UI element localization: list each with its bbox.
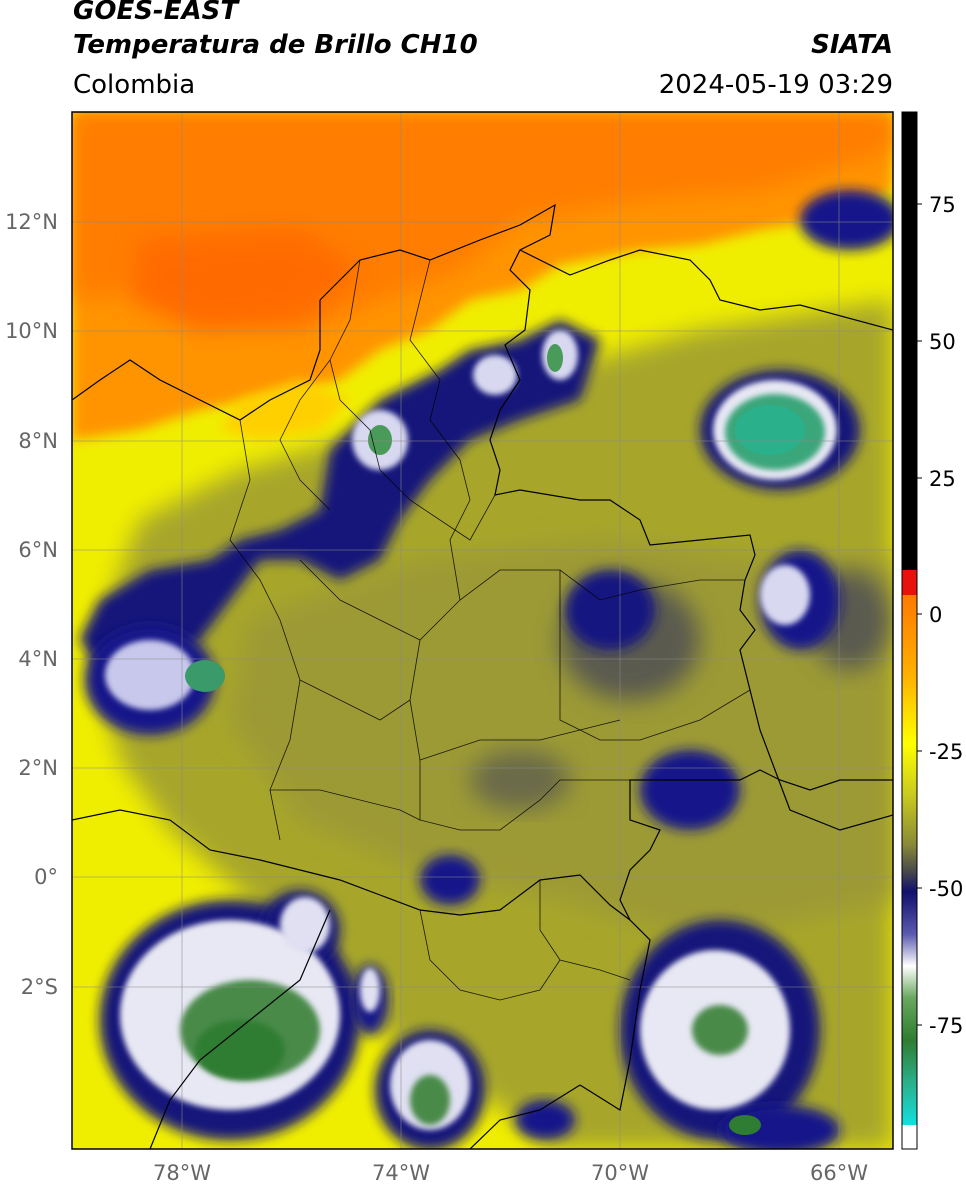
lat-tick-label: 12°N (5, 210, 58, 234)
imagery-layer (72, 112, 893, 1149)
colorbar-tick-label: -25 (929, 740, 963, 764)
interior-olive-field (230, 540, 893, 940)
colorbar-tick-label: 25 (929, 467, 956, 491)
cloud-top-sliver (360, 968, 380, 1012)
lat-tick-label: 8°N (18, 429, 58, 453)
lat-tick-label: 2°S (21, 975, 58, 999)
colorbar-red-segment (902, 570, 917, 595)
cold-top-se (692, 1005, 748, 1055)
colorbar-tick-label: -50 (929, 877, 963, 901)
cold-top-pacific (185, 660, 225, 692)
colorbar: 75 50 25 0 -25 -50 -75 (901, 111, 963, 1150)
title-satellite: GOES-EAST (73, 0, 239, 26)
cloud-cluster-east (565, 570, 655, 650)
colorbar-gradient (902, 595, 917, 1125)
lat-tick-label: 10°N (5, 319, 58, 343)
map-frame (71, 111, 894, 1150)
cold-core-sw (195, 1020, 285, 1080)
longitude-axis: 78°W 74°W 70°W 66°W (153, 1161, 868, 1185)
colorbar-frame (901, 111, 918, 1150)
region-label: Colombia (73, 70, 196, 100)
cloud-ne (800, 190, 893, 250)
colorbar-tick-label: -75 (929, 1014, 963, 1038)
cloud-bottom-center (515, 1100, 575, 1140)
cloud-top-sw-small (280, 897, 330, 953)
title-product: Temperatura de Brillo CH10 (73, 30, 478, 60)
colorbar-black-segment (902, 112, 917, 570)
cloud-cluster-small (420, 855, 480, 905)
cloud-top-pacific (105, 640, 195, 710)
lon-tick-label: 66°W (810, 1161, 868, 1185)
cloud-cluster-se (640, 750, 740, 830)
cloud-top-d (760, 565, 810, 625)
cold-top-c (547, 344, 563, 372)
department-boundaries (229, 259, 751, 1001)
organization-label: SIATA (811, 30, 893, 60)
country-boundaries (72, 203, 893, 1149)
cold-core-venezuela (735, 405, 805, 455)
lat-tick-label: 2°N (18, 756, 58, 780)
latitude-axis: 12°N 10°N 8°N 6°N 4°N 2°N 0° 2°S (5, 210, 58, 999)
lat-tick-label: 6°N (18, 538, 58, 562)
timestamp-label: 2024-05-19 03:29 (658, 70, 893, 100)
lat-tick-label: 0° (34, 865, 58, 889)
cold-top-south (410, 1075, 450, 1125)
cold-top-bottom (729, 1115, 761, 1135)
colorbar-white-segment (902, 1125, 917, 1149)
cloud-top-b (473, 355, 517, 395)
andes-convective-band (80, 320, 600, 680)
sea-hot-patch (130, 230, 360, 330)
colorbar-tick-label: 0 (929, 603, 942, 627)
colorbar-tick-label: 50 (929, 330, 956, 354)
cold-top-a (368, 425, 392, 455)
colorbar-tick-label: 75 (929, 193, 956, 217)
lon-tick-label: 74°W (372, 1161, 430, 1185)
dark-patch-center (470, 750, 570, 810)
lon-tick-label: 70°W (591, 1161, 649, 1185)
lon-tick-label: 78°W (153, 1161, 211, 1185)
graticule (72, 112, 893, 1149)
lat-tick-label: 4°N (18, 647, 58, 671)
coast-yellow-band (220, 380, 350, 440)
